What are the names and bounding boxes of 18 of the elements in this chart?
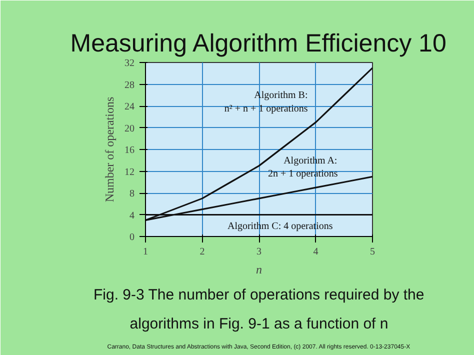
y-tick-label: 0 bbox=[130, 232, 134, 243]
x-tick-label: 2 bbox=[200, 246, 205, 258]
x-tick-label: 5 bbox=[370, 246, 375, 258]
x-axis-title: n bbox=[256, 262, 262, 276]
y-tick-label: 28 bbox=[124, 80, 134, 91]
y-tick-label: 8 bbox=[130, 188, 134, 200]
caption: Fig. 9-3 The number of operations required by the algorithms in Fig. 9-1 as a function of n bbox=[93, 286, 424, 332]
chart-title: Measuring Algorithm Efficiency 10 bbox=[70, 30, 446, 58]
x-tick-label: 1 bbox=[143, 246, 148, 258]
y-axis-title: Number of operations bbox=[102, 96, 116, 202]
y-tick-label: 20 bbox=[124, 123, 134, 134]
y-tick-label: 4 bbox=[130, 210, 134, 222]
y-tick-label: 24 bbox=[124, 102, 134, 112]
y-tick-label: 32 bbox=[124, 58, 134, 69]
y-tick-label: 12 bbox=[124, 166, 134, 178]
x-tick-label: 3 bbox=[256, 246, 262, 258]
x-tick-label: 4 bbox=[313, 246, 318, 258]
y-tick-label: 16 bbox=[124, 145, 134, 156]
